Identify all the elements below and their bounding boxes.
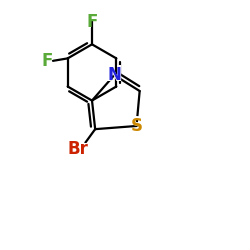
Text: S: S: [130, 117, 142, 135]
Text: N: N: [105, 65, 123, 85]
Text: N: N: [107, 66, 121, 84]
Text: F: F: [40, 51, 54, 71]
Text: S: S: [129, 116, 144, 136]
Text: F: F: [84, 12, 100, 32]
Text: F: F: [86, 13, 98, 31]
Text: Br: Br: [64, 139, 92, 159]
Text: Br: Br: [68, 140, 88, 158]
Text: F: F: [41, 52, 52, 70]
